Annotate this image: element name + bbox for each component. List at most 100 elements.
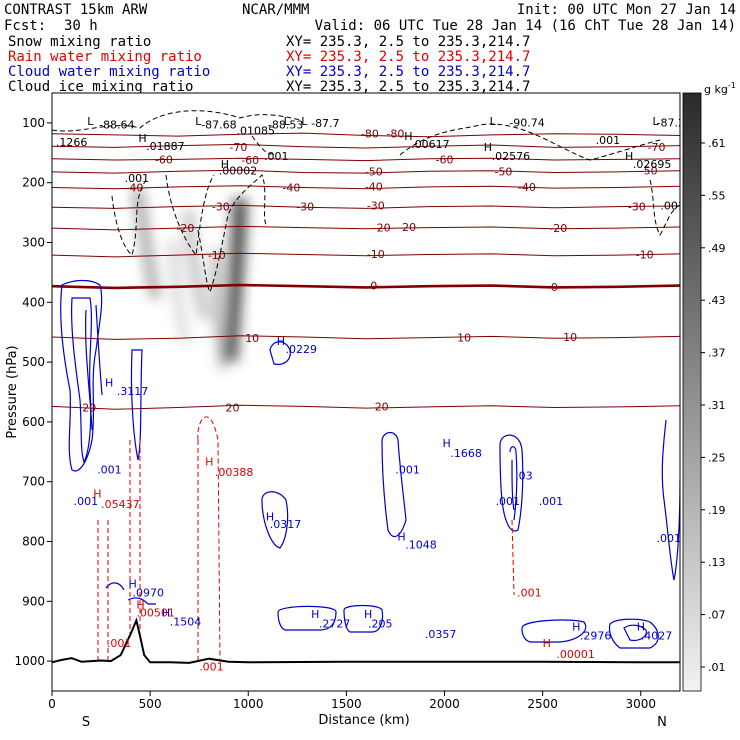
contour-label: -80 bbox=[386, 128, 404, 141]
extremum-label: .001 bbox=[539, 495, 564, 508]
contour-label: -10 bbox=[208, 249, 226, 262]
cloud-water-4 bbox=[130, 349, 143, 461]
extremum-label: .1668 bbox=[450, 447, 482, 460]
y-tick-label: 200 bbox=[22, 176, 45, 190]
contour-label: 0 bbox=[370, 280, 377, 293]
extremum-label: .0229 bbox=[286, 343, 318, 356]
contour-label: -80 bbox=[361, 128, 379, 141]
extremum-label: .00001 bbox=[556, 648, 595, 661]
extremum-label: H bbox=[93, 488, 101, 501]
extremum-label: H bbox=[138, 132, 146, 145]
x-tick-label: 2000 bbox=[429, 697, 460, 711]
snow-plume-3 bbox=[226, 198, 248, 362]
field-name-snow: Snow mixing ratio bbox=[8, 34, 151, 50]
plot-area bbox=[52, 93, 680, 691]
y-tick-label: 400 bbox=[22, 295, 45, 309]
isotherm-2 bbox=[52, 157, 680, 162]
valid-time: Valid: 06 UTC Tue 28 Jan 14 (16 ChT Tue … bbox=[315, 18, 736, 34]
rain-contour-2 bbox=[129, 440, 141, 640]
extremum-label: L bbox=[490, 115, 497, 128]
cloud-water-13 bbox=[343, 604, 384, 633]
cloud-water-16 bbox=[623, 624, 647, 641]
center-title: NCAR/MMM bbox=[242, 2, 309, 18]
north-label: N bbox=[657, 715, 667, 730]
extremum-label: .001 bbox=[125, 172, 150, 185]
extremum-label: .001 bbox=[97, 464, 122, 477]
extremum-label: .001 bbox=[395, 464, 420, 477]
extremum-label: .001 bbox=[596, 134, 621, 147]
extremum-label: .00501 bbox=[136, 607, 175, 620]
colorbar-tick-label: .49 bbox=[708, 242, 726, 255]
extremum-label: H bbox=[205, 455, 213, 468]
contour-label: -40 bbox=[365, 180, 383, 193]
extremum-label: .205 bbox=[368, 617, 393, 630]
snow-plume-4 bbox=[212, 250, 228, 370]
y-axis-label: Pressure (hPa) bbox=[5, 345, 20, 438]
fcst-value: 30 h bbox=[64, 18, 98, 34]
colorbar-tick-label: .55 bbox=[708, 189, 726, 202]
field-xy-snow: XY= 235.3, 2.5 to 235.3,214.7 bbox=[286, 34, 530, 50]
extremum-label: L bbox=[301, 115, 308, 128]
field-xy-cloud-ice: XY= 235.3, 2.5 to 235.3,214.7 bbox=[286, 79, 530, 95]
extremum-label: .00388 bbox=[215, 466, 254, 479]
ice-contour-1 bbox=[52, 110, 301, 132]
extremum-label: H bbox=[162, 607, 170, 620]
colorbar-scale bbox=[682, 92, 702, 692]
colorbar-unit-base: g kg bbox=[704, 83, 728, 96]
isotherm-layer bbox=[52, 132, 680, 410]
field-name-cloud-water: Cloud water mixing ratio bbox=[8, 64, 210, 80]
extremum-label: .0357 bbox=[425, 628, 457, 641]
colorbar-tick-label: .13 bbox=[708, 556, 726, 569]
extremum-label: .1504 bbox=[170, 616, 202, 629]
contour-label: -40 bbox=[282, 182, 300, 195]
extremum-label: L bbox=[195, 115, 202, 128]
ice-contour-7 bbox=[251, 135, 277, 155]
extremum-label: .001 bbox=[107, 637, 131, 650]
extremum-label: .2976 bbox=[580, 629, 612, 642]
contour-label: -30 bbox=[628, 201, 646, 214]
extremum-label: .0317 bbox=[270, 518, 302, 531]
x-tick-label: 1000 bbox=[233, 697, 264, 711]
colorbar-tick-label: .37 bbox=[708, 347, 726, 360]
extremum-label: L bbox=[87, 115, 94, 128]
extremum-label: H bbox=[129, 577, 137, 590]
cloud-water-12 bbox=[277, 605, 337, 631]
extremum-label: .02576 bbox=[492, 150, 530, 163]
contour-label: -10 bbox=[636, 249, 654, 262]
extremum-label: H bbox=[266, 510, 274, 523]
y-tick-label: 900 bbox=[22, 594, 45, 608]
extremum-label: .05437 bbox=[101, 498, 140, 511]
y-tick-label: 100 bbox=[22, 116, 45, 130]
contour-label: 20 bbox=[375, 400, 389, 413]
extremum-label: .1048 bbox=[405, 539, 437, 552]
snow-plume-5 bbox=[168, 240, 190, 345]
rain-contour-3 bbox=[197, 416, 221, 663]
contour-label: -30 bbox=[296, 201, 314, 214]
extremum-label: .0970 bbox=[133, 586, 165, 599]
contour-label: -60 bbox=[155, 153, 173, 166]
contour-label: -50 bbox=[640, 165, 658, 178]
snow-shading bbox=[130, 188, 248, 370]
rain-water-contours bbox=[97, 416, 515, 663]
extremum-label: .00617 bbox=[411, 138, 450, 151]
extremum-label: H bbox=[404, 130, 412, 143]
cloud-water-2 bbox=[71, 297, 92, 464]
extremum-label: .001 bbox=[74, 495, 99, 508]
extremum-label: .01085 bbox=[237, 125, 276, 138]
extremum-label: .01887 bbox=[146, 140, 185, 153]
colorbar-tick-label: .01 bbox=[708, 661, 726, 674]
ice-contour-3 bbox=[165, 174, 215, 257]
contour-label: -30 bbox=[367, 199, 385, 212]
cloud-ice-contours bbox=[52, 110, 680, 294]
extremum-label: -87.68 bbox=[201, 119, 236, 132]
extremum-label: .4027 bbox=[641, 629, 673, 642]
plot-frame bbox=[51, 92, 681, 692]
ice-contour-2 bbox=[111, 179, 147, 256]
extremum-label: .03 bbox=[515, 470, 533, 483]
extremum-label: H bbox=[221, 158, 229, 171]
cloud-water-3 bbox=[85, 304, 103, 431]
rain-contour-4 bbox=[511, 519, 515, 596]
extremum-label: .2727 bbox=[319, 617, 351, 630]
extremum-label: .001 bbox=[199, 661, 224, 674]
x-tick-label: 500 bbox=[139, 697, 162, 711]
